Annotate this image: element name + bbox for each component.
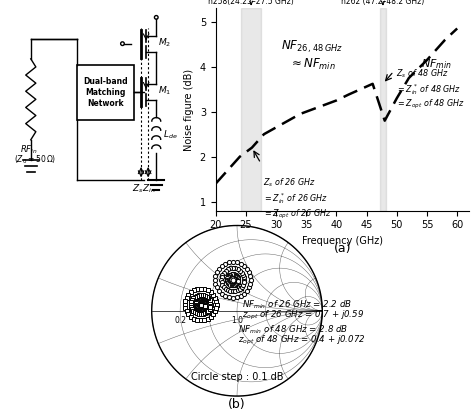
Text: $RF_{in}$: $RF_{in}$ <box>19 144 37 156</box>
Text: n262 (47.2–48.2 GHz): n262 (47.2–48.2 GHz) <box>341 0 425 6</box>
Text: $Z_{in}$: $Z_{in}$ <box>142 182 156 195</box>
Text: $z_{opt}$ of 48 GHz = 0.4 + $j$0.072: $z_{opt}$ of 48 GHz = 0.4 + $j$0.072 <box>238 334 365 347</box>
Bar <box>241 8 261 211</box>
Text: $M_2$: $M_2$ <box>158 36 172 49</box>
Text: Dual-band
Matching
Network: Dual-band Matching Network <box>83 77 128 108</box>
Text: $L_{de}$: $L_{de}$ <box>164 128 178 141</box>
Text: $(Z_0 = 50\,\Omega)$: $(Z_0 = 50\,\Omega)$ <box>14 154 56 166</box>
X-axis label: Frequency (GHz): Frequency (GHz) <box>302 236 383 246</box>
Text: $Z_s$: $Z_s$ <box>132 182 144 195</box>
Y-axis label: Noise figure (dB): Noise figure (dB) <box>184 69 194 150</box>
Text: $Z_s$ of 26 GHz
$= Z^*_{in}$ of 26 GHz
$= Z_{opt}$ of 26 GHz: $Z_s$ of 26 GHz $= Z^*_{in}$ of 26 GHz $… <box>263 177 332 221</box>
Text: $NF_{min}$ of 48 GHz = 2.8 dB: $NF_{min}$ of 48 GHz = 2.8 dB <box>238 323 348 336</box>
Text: Circle step : 0.1 dB: Circle step : 0.1 dB <box>191 372 283 382</box>
Text: (a): (a) <box>334 242 351 255</box>
Text: $NF_{min}$: $NF_{min}$ <box>421 57 452 71</box>
Text: $M_1$: $M_1$ <box>158 85 172 97</box>
Text: (b): (b) <box>228 398 246 411</box>
Bar <box>380 8 386 211</box>
Text: 0.2: 0.2 <box>174 316 186 325</box>
Text: $z_{opt}$ of 26 GHz = 0.7 + $j$0.59: $z_{opt}$ of 26 GHz = 0.7 + $j$0.59 <box>242 309 364 323</box>
Text: $NF_{min}$ of 26 GHz = 2.2 dB: $NF_{min}$ of 26 GHz = 2.2 dB <box>242 299 352 311</box>
Bar <box>77 65 134 119</box>
Text: $Z_s$ of 48 GHz
$= Z^*_{in}$ of 48 GHz
$= Z_{opt}$ of 48 GHz: $Z_s$ of 48 GHz $= Z^*_{in}$ of 48 GHz $… <box>396 67 465 112</box>
Text: $\mathit{NF}_{26,\,48\,GHz}$
$\approx \mathit{NF}_{min}$: $\mathit{NF}_{26,\,48\,GHz}$ $\approx \m… <box>281 39 344 72</box>
Text: n258(24.25–27.5 GHz): n258(24.25–27.5 GHz) <box>208 0 294 6</box>
Text: 1.0: 1.0 <box>231 316 243 325</box>
